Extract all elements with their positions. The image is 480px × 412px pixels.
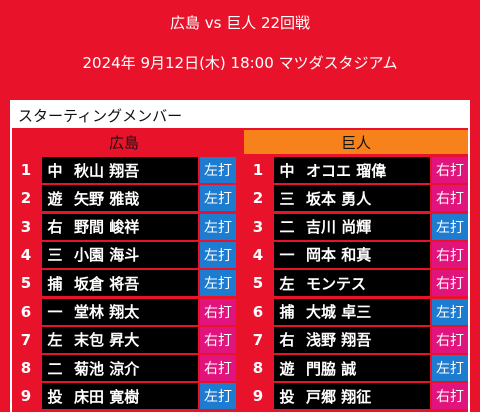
bats: 左打 — [200, 213, 236, 240]
position: 三 — [42, 241, 68, 268]
position: 右 — [274, 326, 300, 353]
team-header: 巨人 — [244, 130, 468, 154]
bats: 右打 — [432, 383, 468, 410]
batting-order: 1 — [244, 157, 272, 183]
bats: 左打 — [200, 157, 236, 183]
position: 捕 — [42, 270, 68, 297]
player-name: 大城 卓三 — [300, 298, 430, 325]
position: 投 — [274, 383, 300, 410]
position: 左 — [274, 270, 300, 297]
position: 遊 — [274, 355, 300, 382]
batting-order: 5 — [12, 270, 40, 297]
bats: 右打 — [432, 157, 468, 183]
subtitle: 2024年 9月12日(木) 18:00 マツダスタジアム — [82, 53, 398, 72]
bats: 右打 — [432, 185, 468, 212]
position: 捕 — [274, 298, 300, 325]
position: 二 — [274, 213, 300, 240]
player-name: 床田 寛樹 — [68, 383, 198, 410]
bats: 左打 — [200, 383, 236, 410]
position: 一 — [42, 298, 68, 325]
position: 投 — [42, 383, 68, 410]
batting-order: 9 — [244, 383, 272, 410]
batting-order: 9 — [12, 383, 40, 410]
player-name: 坂本 勇人 — [300, 185, 430, 212]
player-name: 門脇 誠 — [300, 355, 430, 382]
player-name: オコエ 瑠偉 — [300, 157, 430, 183]
player-name: 戸郷 翔征 — [300, 383, 430, 410]
position: 遊 — [42, 185, 68, 212]
bats: 左打 — [432, 355, 468, 382]
section-title: スターティングメンバー — [12, 102, 468, 128]
player-name: 岡本 和真 — [300, 241, 430, 268]
title: 広島 vs 巨人 22回戦 — [169, 13, 311, 32]
player-name: 秋山 翔吾 — [68, 157, 198, 183]
player-name: 野間 峻祥 — [68, 213, 198, 240]
bats: 右打 — [432, 270, 468, 297]
team-header: 広島 — [12, 130, 236, 154]
player-name: 吉川 尚輝 — [300, 213, 430, 240]
batting-order: 2 — [244, 185, 272, 212]
player-name: 菊池 涼介 — [68, 355, 198, 382]
position: 中 — [42, 157, 68, 183]
bats: 左打 — [432, 213, 468, 240]
position: 中 — [274, 157, 300, 183]
bats: 左打 — [432, 298, 468, 325]
batting-order: 3 — [244, 213, 272, 240]
player-name: モンテス — [300, 270, 430, 297]
batting-order: 8 — [244, 355, 272, 382]
batting-order: 4 — [12, 241, 40, 268]
batting-order: 4 — [244, 241, 272, 268]
player-name: 堂林 翔太 — [68, 298, 198, 325]
player-name: 坂倉 将吾 — [68, 270, 198, 297]
bats: 左打 — [200, 270, 236, 297]
player-name: 末包 昇大 — [68, 326, 198, 353]
bats: 左打 — [200, 185, 236, 212]
player-name: 浅野 翔吾 — [300, 326, 430, 353]
position: 一 — [274, 241, 300, 268]
bats: 右打 — [432, 241, 468, 268]
batting-order: 1 — [12, 157, 40, 183]
batting-order: 3 — [12, 213, 40, 240]
bats: 右打 — [432, 326, 468, 353]
batting-order: 6 — [244, 298, 272, 325]
batting-order: 7 — [12, 326, 40, 353]
player-name: 矢野 雅哉 — [68, 185, 198, 212]
player-name: 小園 海斗 — [68, 241, 198, 268]
bats: 右打 — [200, 326, 236, 353]
panel — [10, 100, 470, 412]
position: 右 — [42, 213, 68, 240]
bats: 左打 — [200, 241, 236, 268]
batting-order: 6 — [12, 298, 40, 325]
position: 三 — [274, 185, 300, 212]
batting-order: 7 — [244, 326, 272, 353]
batting-order: 8 — [12, 355, 40, 382]
bats: 右打 — [200, 355, 236, 382]
batting-order: 5 — [244, 270, 272, 297]
bats: 右打 — [200, 298, 236, 325]
position: 二 — [42, 355, 68, 382]
batting-order: 2 — [12, 185, 40, 212]
position: 左 — [42, 326, 68, 353]
